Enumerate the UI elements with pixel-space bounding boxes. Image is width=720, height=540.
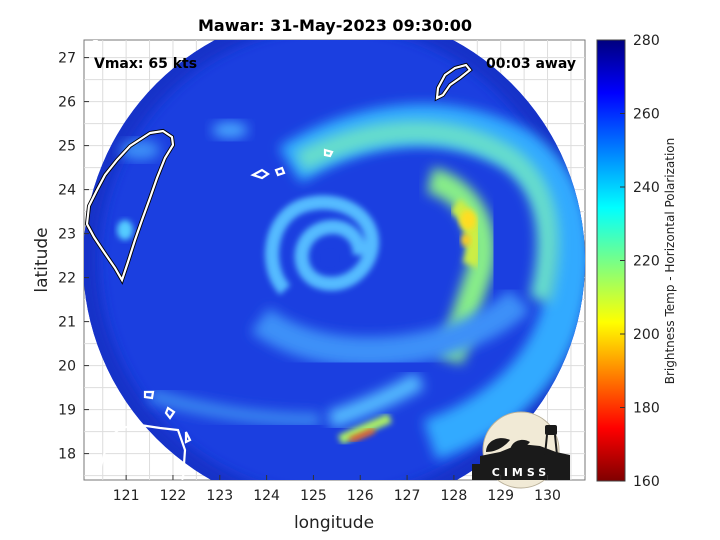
x-tick-label: 121 — [113, 488, 140, 504]
taiwan-coast — [85, 129, 175, 283]
colorbar-label: Brightness Temp - Horizontal Polarizatio… — [663, 138, 677, 385]
colorbar-tick-label: 220 — [633, 254, 660, 270]
x-tick-label: 125 — [300, 488, 327, 504]
x-axis-label: longitude — [294, 513, 374, 533]
y-tick-label: 23 — [58, 227, 76, 243]
cimss-logo: CIMSS — [472, 411, 570, 489]
cold-cloud-core — [349, 427, 376, 443]
coastlines — [84, 40, 473, 480]
x-tick-label: 129 — [487, 488, 514, 504]
y-tick-label: 24 — [58, 183, 76, 199]
colorbar-tick-label: 260 — [633, 107, 660, 123]
y-tick-label: 27 — [58, 51, 76, 67]
y-axis-label: latitude — [32, 227, 52, 292]
figure-title: Mawar: 31-May-2023 09:30:00 — [198, 16, 472, 35]
colorbar-ticks: 160 180 200 220 240 260 280 — [620, 33, 660, 490]
okinawa-coast — [435, 63, 472, 100]
plot-area: Vmax: 65 kts 00:03 away CIMSS 121 122 123 1… — [58, 39, 586, 504]
x-tick-label: 130 — [534, 488, 561, 504]
y-tick-label: 25 — [58, 139, 76, 155]
y-tick-label: 20 — [58, 359, 76, 375]
eye — [320, 248, 340, 268]
satellite-dish-icon — [486, 438, 510, 452]
time-away-label: 00:03 away — [486, 56, 576, 72]
colorbar-tick-label: 160 — [633, 474, 660, 490]
colorbar-tick-label: 240 — [633, 180, 660, 196]
x-tick-label: 126 — [347, 488, 374, 504]
logo-text: CIMSS — [492, 466, 550, 479]
colorbar-tick-label: 180 — [633, 401, 660, 417]
x-tick-label: 128 — [441, 488, 468, 504]
colorbar-tick-label: 200 — [633, 327, 660, 343]
y-tick-label: 18 — [58, 447, 76, 463]
x-tick-label: 123 — [206, 488, 233, 504]
y-tick-label: 19 — [58, 403, 76, 419]
y-axis-ticks: 18 19 20 21 22 23 24 25 26 27 — [58, 51, 89, 463]
vmax-label: Vmax: 65 kts — [94, 56, 197, 72]
x-axis-ticks: 121 122 123 124 125 126 127 128 129 130 — [113, 475, 561, 504]
water-tower-icon — [545, 425, 557, 435]
luzon-coast — [98, 423, 187, 480]
y-tick-label: 21 — [58, 315, 76, 331]
yaeyama-islands — [250, 168, 270, 180]
y-tick-label: 22 — [58, 271, 76, 287]
brightness-temp-features — [84, 40, 585, 480]
x-tick-label: 127 — [394, 488, 421, 504]
x-tick-label: 124 — [253, 488, 280, 504]
colorbar-tick-label: 280 — [633, 33, 660, 49]
y-tick-label: 26 — [58, 95, 76, 111]
eyewall — [265, 195, 379, 295]
colorbar: 160 180 200 220 240 260 280 Brightness Temp - … — [596, 33, 677, 490]
x-tick-label: 122 — [160, 488, 187, 504]
